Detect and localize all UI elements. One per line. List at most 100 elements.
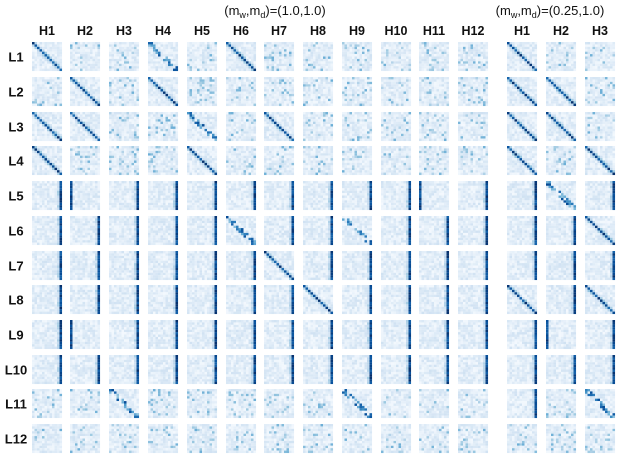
heatmap-cell-l4-h4: [148, 146, 179, 176]
heatmap-cell-l4-h2: [70, 146, 101, 176]
heatmap-cell-l8-h8: [303, 285, 334, 315]
heatmap-cell-l2-h3-panel2: [585, 77, 616, 107]
heatmap-cell-l1-h2-panel2: [546, 42, 577, 72]
heatmap-cell-l8-h1-panel2: [507, 285, 538, 315]
heatmap-cell-l1-h4: [148, 42, 179, 72]
heatmap-cell-l8-h2-panel2: [546, 285, 577, 315]
column-header-h3: H3: [116, 24, 132, 38]
heatmap-cell-l11-h2: [70, 389, 101, 419]
heatmap-cell-l7-h7: [264, 251, 295, 281]
heatmap-cell-l2-h7: [264, 77, 295, 107]
heatmap-cell-l12-h3-panel2: [585, 424, 616, 454]
heatmap-cell-l1-h6: [226, 42, 257, 72]
column-header-h3-panel2: H3: [592, 24, 608, 38]
heatmap-cell-l9-h10: [381, 320, 412, 350]
heatmap-cell-l12-h2-panel2: [546, 424, 577, 454]
heatmap-cell-l7-h6: [226, 251, 257, 281]
heatmap-cell-l12-h5: [187, 424, 218, 454]
heatmap-cell-l10-h9: [342, 355, 373, 385]
heatmap-cell-l5-h1-panel2: [507, 181, 538, 211]
heatmap-cell-l6-h5: [187, 216, 218, 246]
heatmap-cell-l12-h1: [32, 424, 63, 454]
row-label-l3: L3: [8, 120, 23, 135]
heatmap-cell-l12-h12: [458, 424, 489, 454]
heatmap-cell-l7-h2-panel2: [546, 251, 577, 281]
heatmap-cell-l11-h1-panel2: [507, 389, 538, 419]
heatmap-cell-l5-h8: [303, 181, 334, 211]
heatmap-cell-l4-h8: [303, 146, 334, 176]
column-header-h9: H9: [349, 24, 365, 38]
heatmap-cell-l3-h8: [303, 112, 334, 142]
heatmap-cell-l4-h2-panel2: [546, 146, 577, 176]
heatmap-cell-l1-h11: [419, 42, 450, 72]
heatmap-cell-l9-h3: [109, 320, 140, 350]
heatmap-cell-l5-h9: [342, 181, 373, 211]
heatmap-cell-l10-h8: [303, 355, 334, 385]
heatmap-cell-l2-h4: [148, 77, 179, 107]
heatmap-cell-l12-h3: [109, 424, 140, 454]
heatmap-cell-l11-h8: [303, 389, 334, 419]
heatmap-cell-l4-h1-panel2: [507, 146, 538, 176]
heatmap-cell-l11-h5: [187, 389, 218, 419]
heatmap-cell-l3-h1: [32, 112, 63, 142]
heatmap-cell-l5-h4: [148, 181, 179, 211]
heatmap-cell-l5-h11: [419, 181, 450, 211]
heatmap-cell-l7-h12: [458, 251, 489, 281]
heatmap-cell-l5-h7: [264, 181, 295, 211]
heatmap-cell-l8-h9: [342, 285, 373, 315]
heatmap-cell-l4-h6: [226, 146, 257, 176]
heatmap-cell-l8-h3: [109, 285, 140, 315]
heatmap-cell-l6-h1: [32, 216, 63, 246]
heatmap-cell-l12-h4: [148, 424, 179, 454]
heatmap-cell-l5-h3-panel2: [585, 181, 616, 211]
heatmap-cell-l6-h4: [148, 216, 179, 246]
column-header-h6: H6: [233, 24, 249, 38]
heatmap-cell-l1-h3: [109, 42, 140, 72]
heatmap-cell-l8-h4: [148, 285, 179, 315]
heatmap-cell-l10-h6: [226, 355, 257, 385]
column-header-h4: H4: [155, 24, 171, 38]
heatmap-cell-l8-h12: [458, 285, 489, 315]
column-header-h1-panel2: H1: [514, 24, 530, 38]
heatmap-cell-l9-h7: [264, 320, 295, 350]
heatmap-cell-l9-h1-panel2: [507, 320, 538, 350]
heatmap-cell-l5-h1: [32, 181, 63, 211]
heatmap-cell-l5-h12: [458, 181, 489, 211]
heatmap-cell-l5-h2-panel2: [546, 181, 577, 211]
row-label-l2: L2: [8, 85, 23, 100]
heatmap-cell-l7-h4: [148, 251, 179, 281]
heatmap-cell-l2-h1-panel2: [507, 77, 538, 107]
heatmap-cell-l4-h9: [342, 146, 373, 176]
row-label-l5: L5: [8, 189, 23, 204]
heatmap-cell-l11-h7: [264, 389, 295, 419]
heatmap-cell-l4-h3: [109, 146, 140, 176]
heatmap-cell-l1-h9: [342, 42, 373, 72]
heatmap-cell-l4-h1: [32, 146, 63, 176]
heatmap-cell-l2-h9: [342, 77, 373, 107]
column-header-h7: H7: [271, 24, 287, 38]
heatmap-cell-l3-h3-panel2: [585, 112, 616, 142]
heatmap-cell-l12-h1-panel2: [507, 424, 538, 454]
heatmap-cell-l9-h5: [187, 320, 218, 350]
heatmap-cell-l12-h2: [70, 424, 101, 454]
heatmap-cell-l3-h3: [109, 112, 140, 142]
heatmap-cell-l11-h1: [32, 389, 63, 419]
heatmap-cell-l3-h11: [419, 112, 450, 142]
heatmap-cell-l6-h7: [264, 216, 295, 246]
heatmap-cell-l10-h2: [70, 355, 101, 385]
heatmap-cell-l6-h12: [458, 216, 489, 246]
row-label-l11: L11: [5, 397, 27, 412]
heatmap-cell-l2-h11: [419, 77, 450, 107]
heatmap-cell-l1-h3-panel2: [585, 42, 616, 72]
heatmap-cell-l5-h5: [187, 181, 218, 211]
heatmap-cell-l8-h7: [264, 285, 295, 315]
column-header-h10: H10: [385, 24, 408, 38]
heatmap-cell-l12-h10: [381, 424, 412, 454]
heatmap-cell-l9-h2: [70, 320, 101, 350]
heatmap-cell-l4-h11: [419, 146, 450, 176]
heatmap-cell-l6-h3: [109, 216, 140, 246]
row-label-l12: L12: [5, 432, 27, 447]
heatmap-cell-l1-h1: [32, 42, 63, 72]
heatmap-cell-l11-h6: [226, 389, 257, 419]
